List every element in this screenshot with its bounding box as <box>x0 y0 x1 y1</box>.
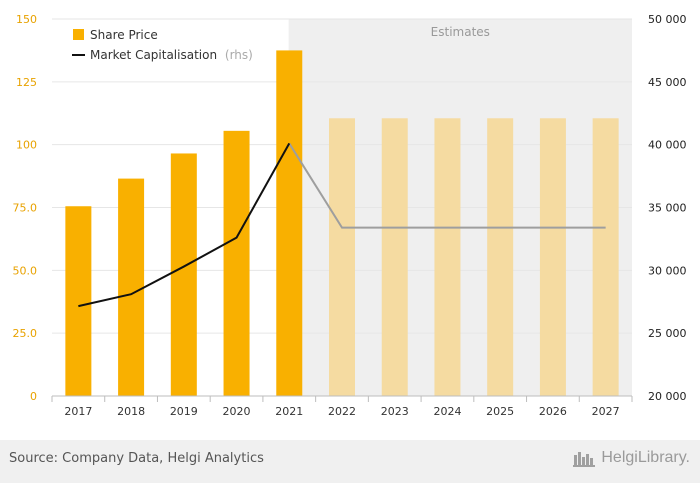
market-cap-line-actual <box>78 142 291 308</box>
brand-logo: HelgiLibrary. <box>573 449 690 467</box>
left-tick-label: 50.0 <box>13 264 38 277</box>
bar-2022 <box>329 118 355 396</box>
bar-2025 <box>487 118 514 396</box>
right-tick-label: 50 000 <box>648 13 687 26</box>
x-tick-label: 2024 <box>433 405 461 418</box>
legend-market-cap-suffix: (rhs) <box>225 48 253 62</box>
x-axis: 2017 2018 2019 2020 2021 2022 2023 2024 2025 2026… <box>51 395 633 418</box>
right-tick-label: 45 000 <box>648 76 687 89</box>
left-tick-label: 100 <box>16 139 37 152</box>
x-tick-label: 2020 <box>223 405 251 418</box>
right-tick-label: 25 000 <box>648 327 687 340</box>
x-tick-label: 2017 <box>64 405 92 418</box>
legend: Share Price Market Capitalisation (rhs) <box>72 28 253 62</box>
x-tick-label: 2026 <box>539 405 567 418</box>
bar-2019 <box>170 153 197 396</box>
x-tick-label: 2027 <box>592 405 620 418</box>
bar-2018 <box>118 178 145 396</box>
bar-2020 <box>223 130 250 397</box>
x-tick-label: 2019 <box>170 405 198 418</box>
bar-2027 <box>592 118 619 396</box>
source-text: Source: Company Data, Helgi Analytics <box>9 451 264 466</box>
bar-2026 <box>539 118 566 396</box>
left-tick-label: 25.0 <box>13 327 38 340</box>
bar-2023 <box>381 118 408 396</box>
footer: Source: Company Data, Helgi Analytics He… <box>0 440 700 483</box>
library-icon <box>573 452 596 467</box>
bar-2021 <box>276 50 303 397</box>
left-tick-label: 0 <box>30 390 37 403</box>
right-tick-label: 35 000 <box>648 202 687 215</box>
x-tick-label: 2018 <box>117 405 145 418</box>
bar-series <box>65 50 619 397</box>
x-tick-label: 2021 <box>275 405 303 418</box>
bar-2024 <box>434 118 461 396</box>
right-tick-label: 30 000 <box>648 264 687 277</box>
left-tick-label: 150 <box>16 13 37 26</box>
legend-swatch-share-price <box>73 29 84 40</box>
legend-label-market-cap: Market Capitalisation (rhs) <box>90 48 253 62</box>
left-tick-label: 125 <box>16 76 37 89</box>
line-series <box>78 142 606 308</box>
left-tick-label: 75.0 <box>13 202 38 215</box>
right-tick-label: 40 000 <box>648 139 687 152</box>
x-tick-label: 2025 <box>486 405 514 418</box>
right-tick-label: 20 000 <box>648 390 687 403</box>
left-axis: 0 25.0 50.0 75.0 100 125 150 <box>13 13 38 403</box>
bar-2017 <box>65 206 92 396</box>
legend-market-cap-name: Market Capitalisation <box>90 48 217 62</box>
x-tick-label: 2023 <box>381 405 409 418</box>
x-tick-label: 2022 <box>328 405 356 418</box>
estimates-label: Estimates <box>431 25 490 39</box>
legend-label-share-price: Share Price <box>90 28 158 42</box>
market-cap-line-estimate <box>288 142 606 229</box>
brand-name: HelgiLibrary. <box>601 449 690 466</box>
right-axis: 20 000 25 000 30 000 35 000 40 000 45 000 50 0… <box>648 13 687 403</box>
